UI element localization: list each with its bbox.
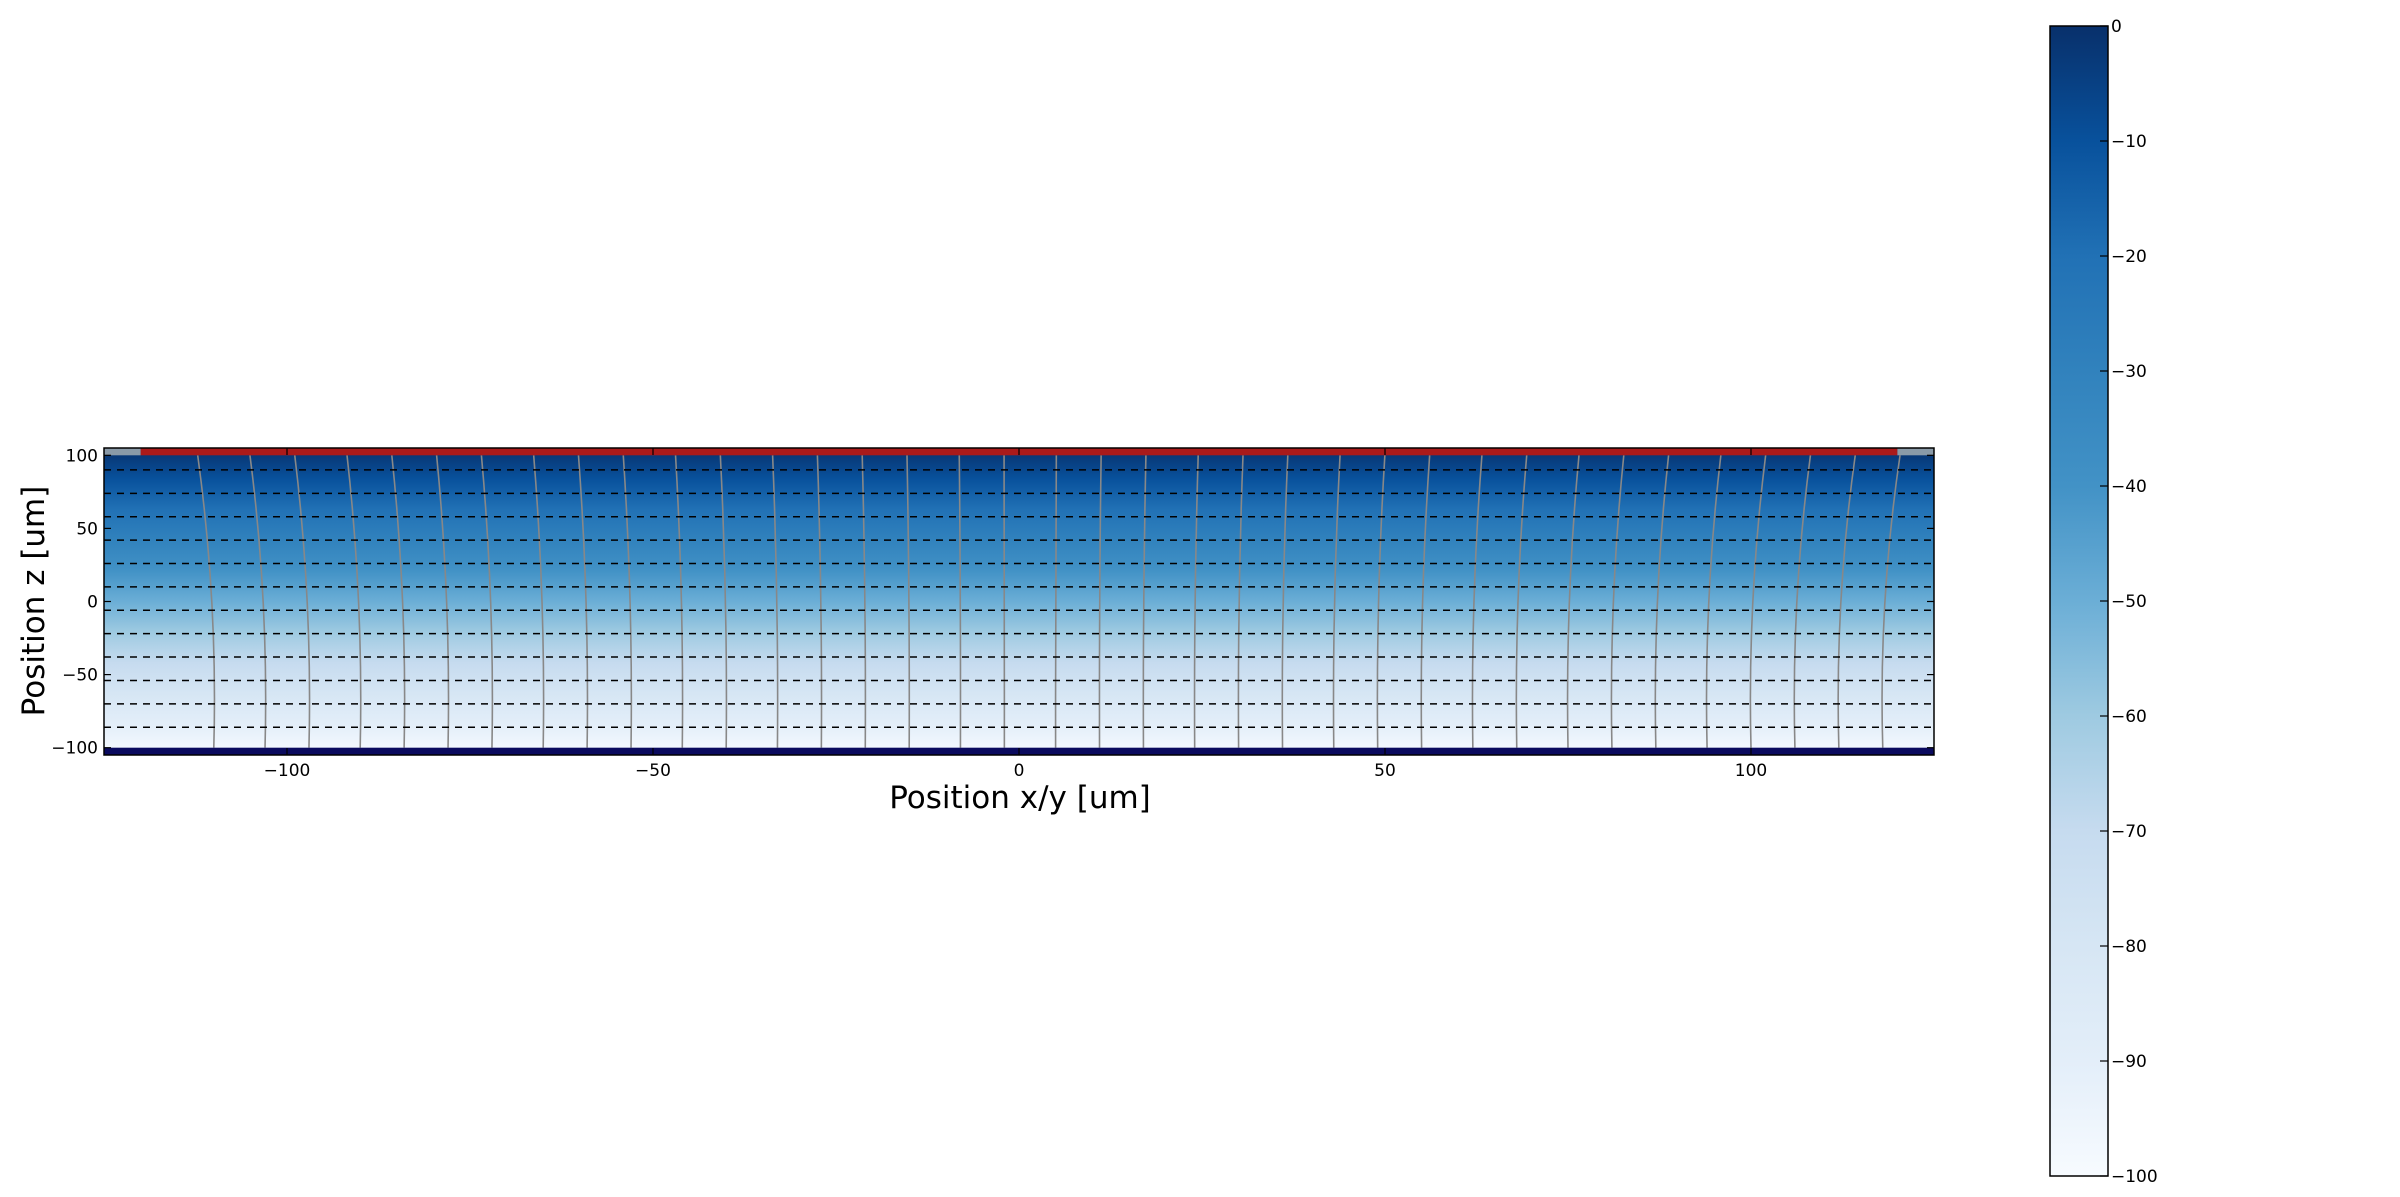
field-line (577, 455, 589, 748)
colorbar-tick-label: −60 (2111, 707, 2147, 727)
y-axis-label: Position z [um] (16, 486, 52, 717)
x-tick-label: −50 (635, 761, 671, 781)
field-line (435, 455, 450, 748)
plot-area (103, 447, 1935, 756)
colorbar-ticks: 0 −10 −20 −30 −40 −50 −60 −70 −80 −90 −100 (2100, 17, 2158, 1187)
colorbar-tick-label: −100 (2111, 1167, 2158, 1187)
field-line (771, 455, 779, 748)
field-line (719, 455, 728, 748)
field-line (906, 455, 911, 748)
equipotential-lines (104, 469, 1934, 728)
field-line (1281, 455, 1289, 748)
field-line (1610, 455, 1625, 748)
x-axis: −100 −50 0 50 100 (264, 448, 1767, 781)
electrode-guard-left (104, 448, 141, 456)
colorbar: 0 −10 −20 −30 −40 −50 −60 −70 −80 −90 −100 (2049, 17, 2158, 1187)
field-line (1881, 455, 1901, 748)
x-tick-label: 50 (1374, 761, 1396, 781)
field-line (293, 455, 311, 748)
y-tick-label: 50 (76, 519, 98, 539)
y-tick-label: −100 (51, 739, 98, 759)
x-tick-label: 100 (1735, 761, 1767, 781)
field-line (816, 455, 823, 748)
colorbar-tick-label: −10 (2111, 132, 2147, 152)
field-line (1793, 455, 1812, 748)
field-line (958, 455, 962, 748)
x-tick-label: −100 (264, 761, 311, 781)
field-line (1471, 455, 1483, 748)
electrode-guard-right (1897, 448, 1934, 456)
field-line (196, 455, 216, 748)
colorbar-tick-label: −40 (2111, 477, 2147, 497)
colorbar-tick-label: −80 (2111, 937, 2147, 957)
colorbar-tick-label: −20 (2111, 247, 2147, 267)
field-line (1420, 455, 1431, 748)
y-tick-label: 0 (87, 593, 98, 613)
y-axis: 100 50 0 −50 −100 (51, 446, 1934, 759)
y-tick-label: −50 (62, 666, 98, 686)
field-lines (196, 455, 1901, 748)
field-line (1332, 455, 1341, 748)
colorbar-tick-label: 0 (2111, 17, 2122, 37)
colorbar-gradient (2049, 25, 2109, 1177)
y-tick-label: 100 (66, 446, 98, 466)
field-line (1098, 455, 1102, 748)
colorbar-tick-label: −70 (2111, 822, 2147, 842)
field-line (249, 455, 267, 748)
colorbar-tick-label: −90 (2111, 1052, 2147, 1072)
colorbar-tick-label: −30 (2111, 362, 2147, 382)
x-tick-label: 0 (1014, 761, 1025, 781)
colorbar-tick-label: −50 (2111, 592, 2147, 612)
field-line (346, 455, 362, 748)
x-axis-label: Position x/y [um] (889, 780, 1151, 816)
